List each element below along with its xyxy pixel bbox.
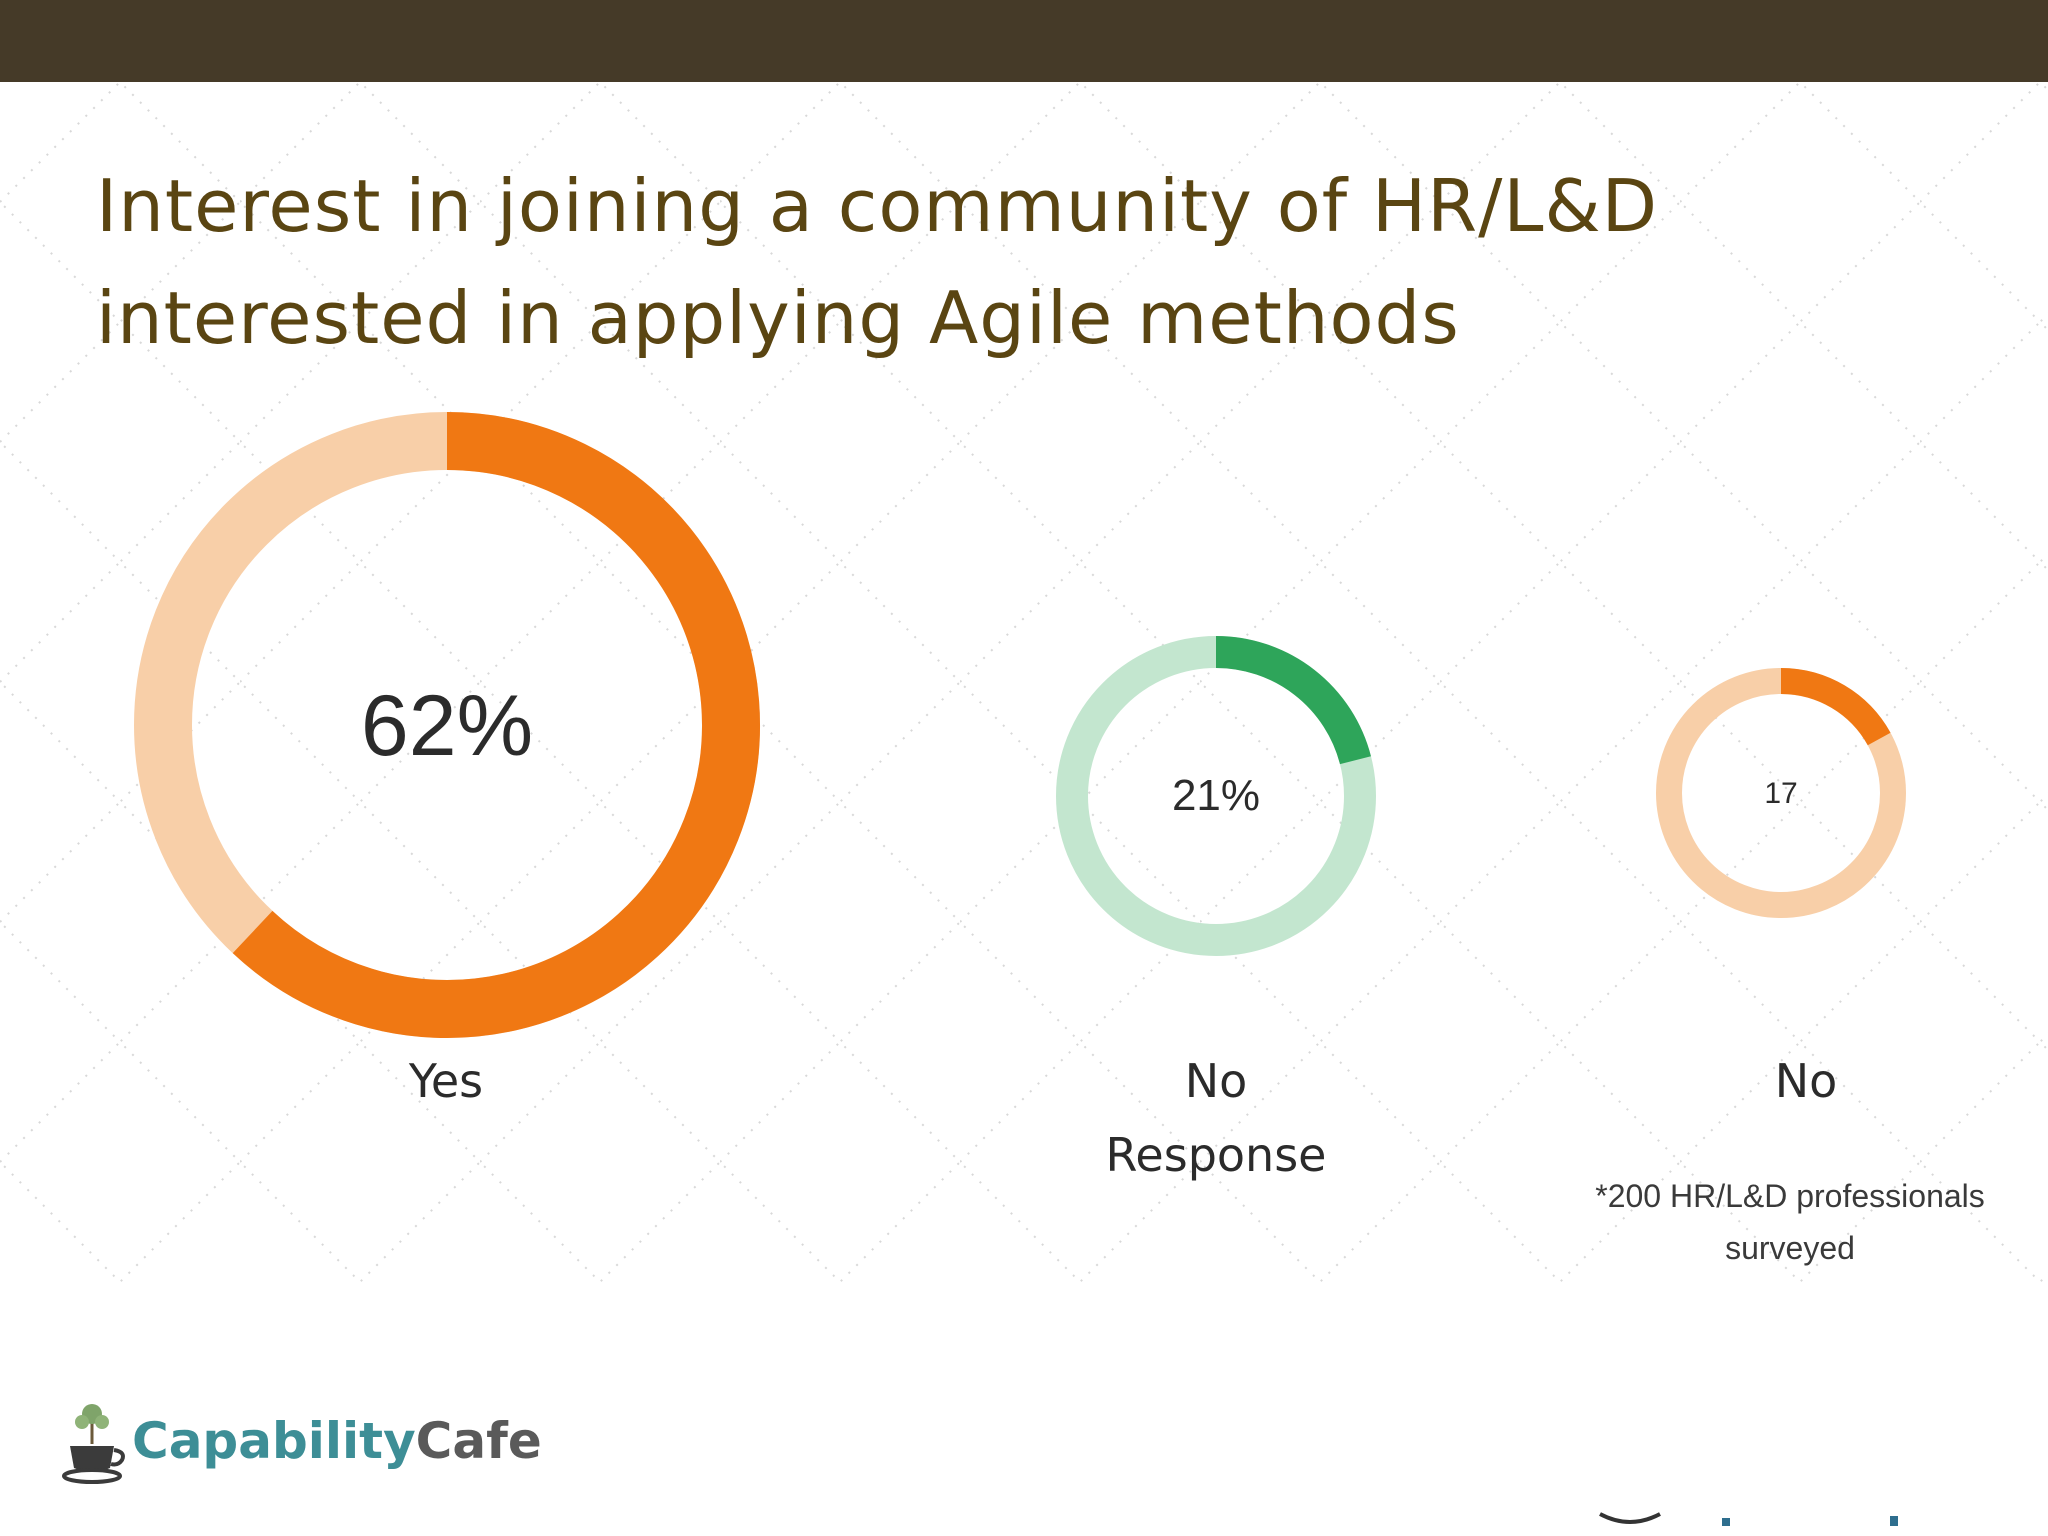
- chart-title-line-1: Interest in joining a community of HR/L&…: [96, 164, 1659, 248]
- chart-title-line-2: interested in applying Agile methods: [96, 276, 1460, 360]
- logo-wordmark: CapabilityCafe: [132, 1412, 542, 1470]
- donut-no-response: 21%: [1056, 636, 1376, 956]
- donut-value-arc-no: [1780, 668, 1891, 746]
- donut-center-label-yes: 62%: [361, 678, 533, 774]
- logo-word-cafe: Cafe: [415, 1412, 542, 1470]
- category-label-no-response: No Response: [1066, 1044, 1366, 1192]
- category-label-no-response-line-1: No: [1184, 1054, 1248, 1108]
- chart-title: Interest in joining a community of HR/L&…: [96, 150, 1796, 374]
- donut-value-arc-yes: [232, 412, 760, 1038]
- category-label-no: No: [1656, 1044, 1956, 1118]
- donut-yes: 62%: [134, 412, 760, 1038]
- survey-footnote-line-1: *200 HR/L&D professionals: [1595, 1178, 1985, 1214]
- donut-value-arc-no-response: [1215, 636, 1371, 765]
- capability-cafe-logo: CapabilityCafe: [60, 1400, 580, 1490]
- survey-footnote-line-2: surveyed: [1725, 1230, 1855, 1266]
- category-label-no-line-1: No: [1774, 1054, 1838, 1108]
- header-band: [0, 0, 2048, 82]
- survey-footnote: *200 HR/L&D professionals surveyed: [1540, 1170, 2040, 1274]
- category-label-yes: Yes: [296, 1044, 596, 1118]
- diamond-pattern-background: [0, 82, 2048, 1282]
- donut-center-label-no-response: 21%: [1172, 771, 1260, 820]
- category-label-yes-line-1: Yes: [408, 1054, 484, 1108]
- category-label-no-response-line-2: Response: [1105, 1128, 1327, 1182]
- coffee-cup-tree-icon: [62, 1404, 125, 1484]
- donut-center-label-no: 17: [1764, 777, 1797, 810]
- donut-no: 17: [1656, 668, 1906, 918]
- logo-word-capability: Capability: [132, 1412, 416, 1470]
- partial-watermark-mark: [1599, 1512, 1898, 1526]
